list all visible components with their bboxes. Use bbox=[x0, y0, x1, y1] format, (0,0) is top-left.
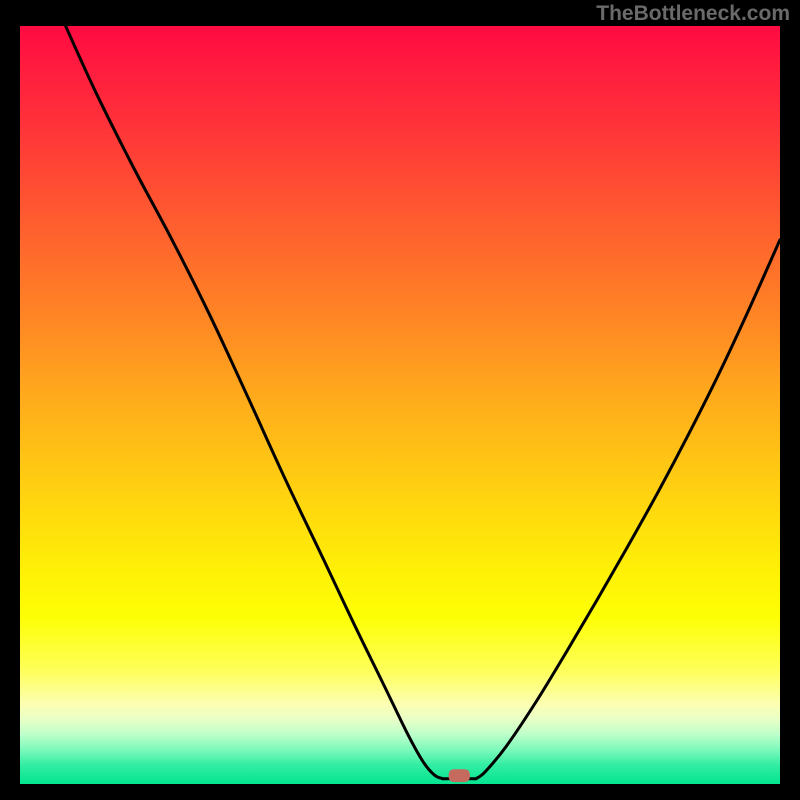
bottleneck-curve-left bbox=[66, 26, 443, 779]
watermark-text: TheBottleneck.com bbox=[596, 2, 790, 26]
chart-container: TheBottleneck.com bbox=[0, 0, 800, 800]
chart-overlay-svg bbox=[0, 0, 800, 800]
bottleneck-curve-right bbox=[476, 240, 780, 779]
bottleneck-marker bbox=[449, 769, 470, 782]
